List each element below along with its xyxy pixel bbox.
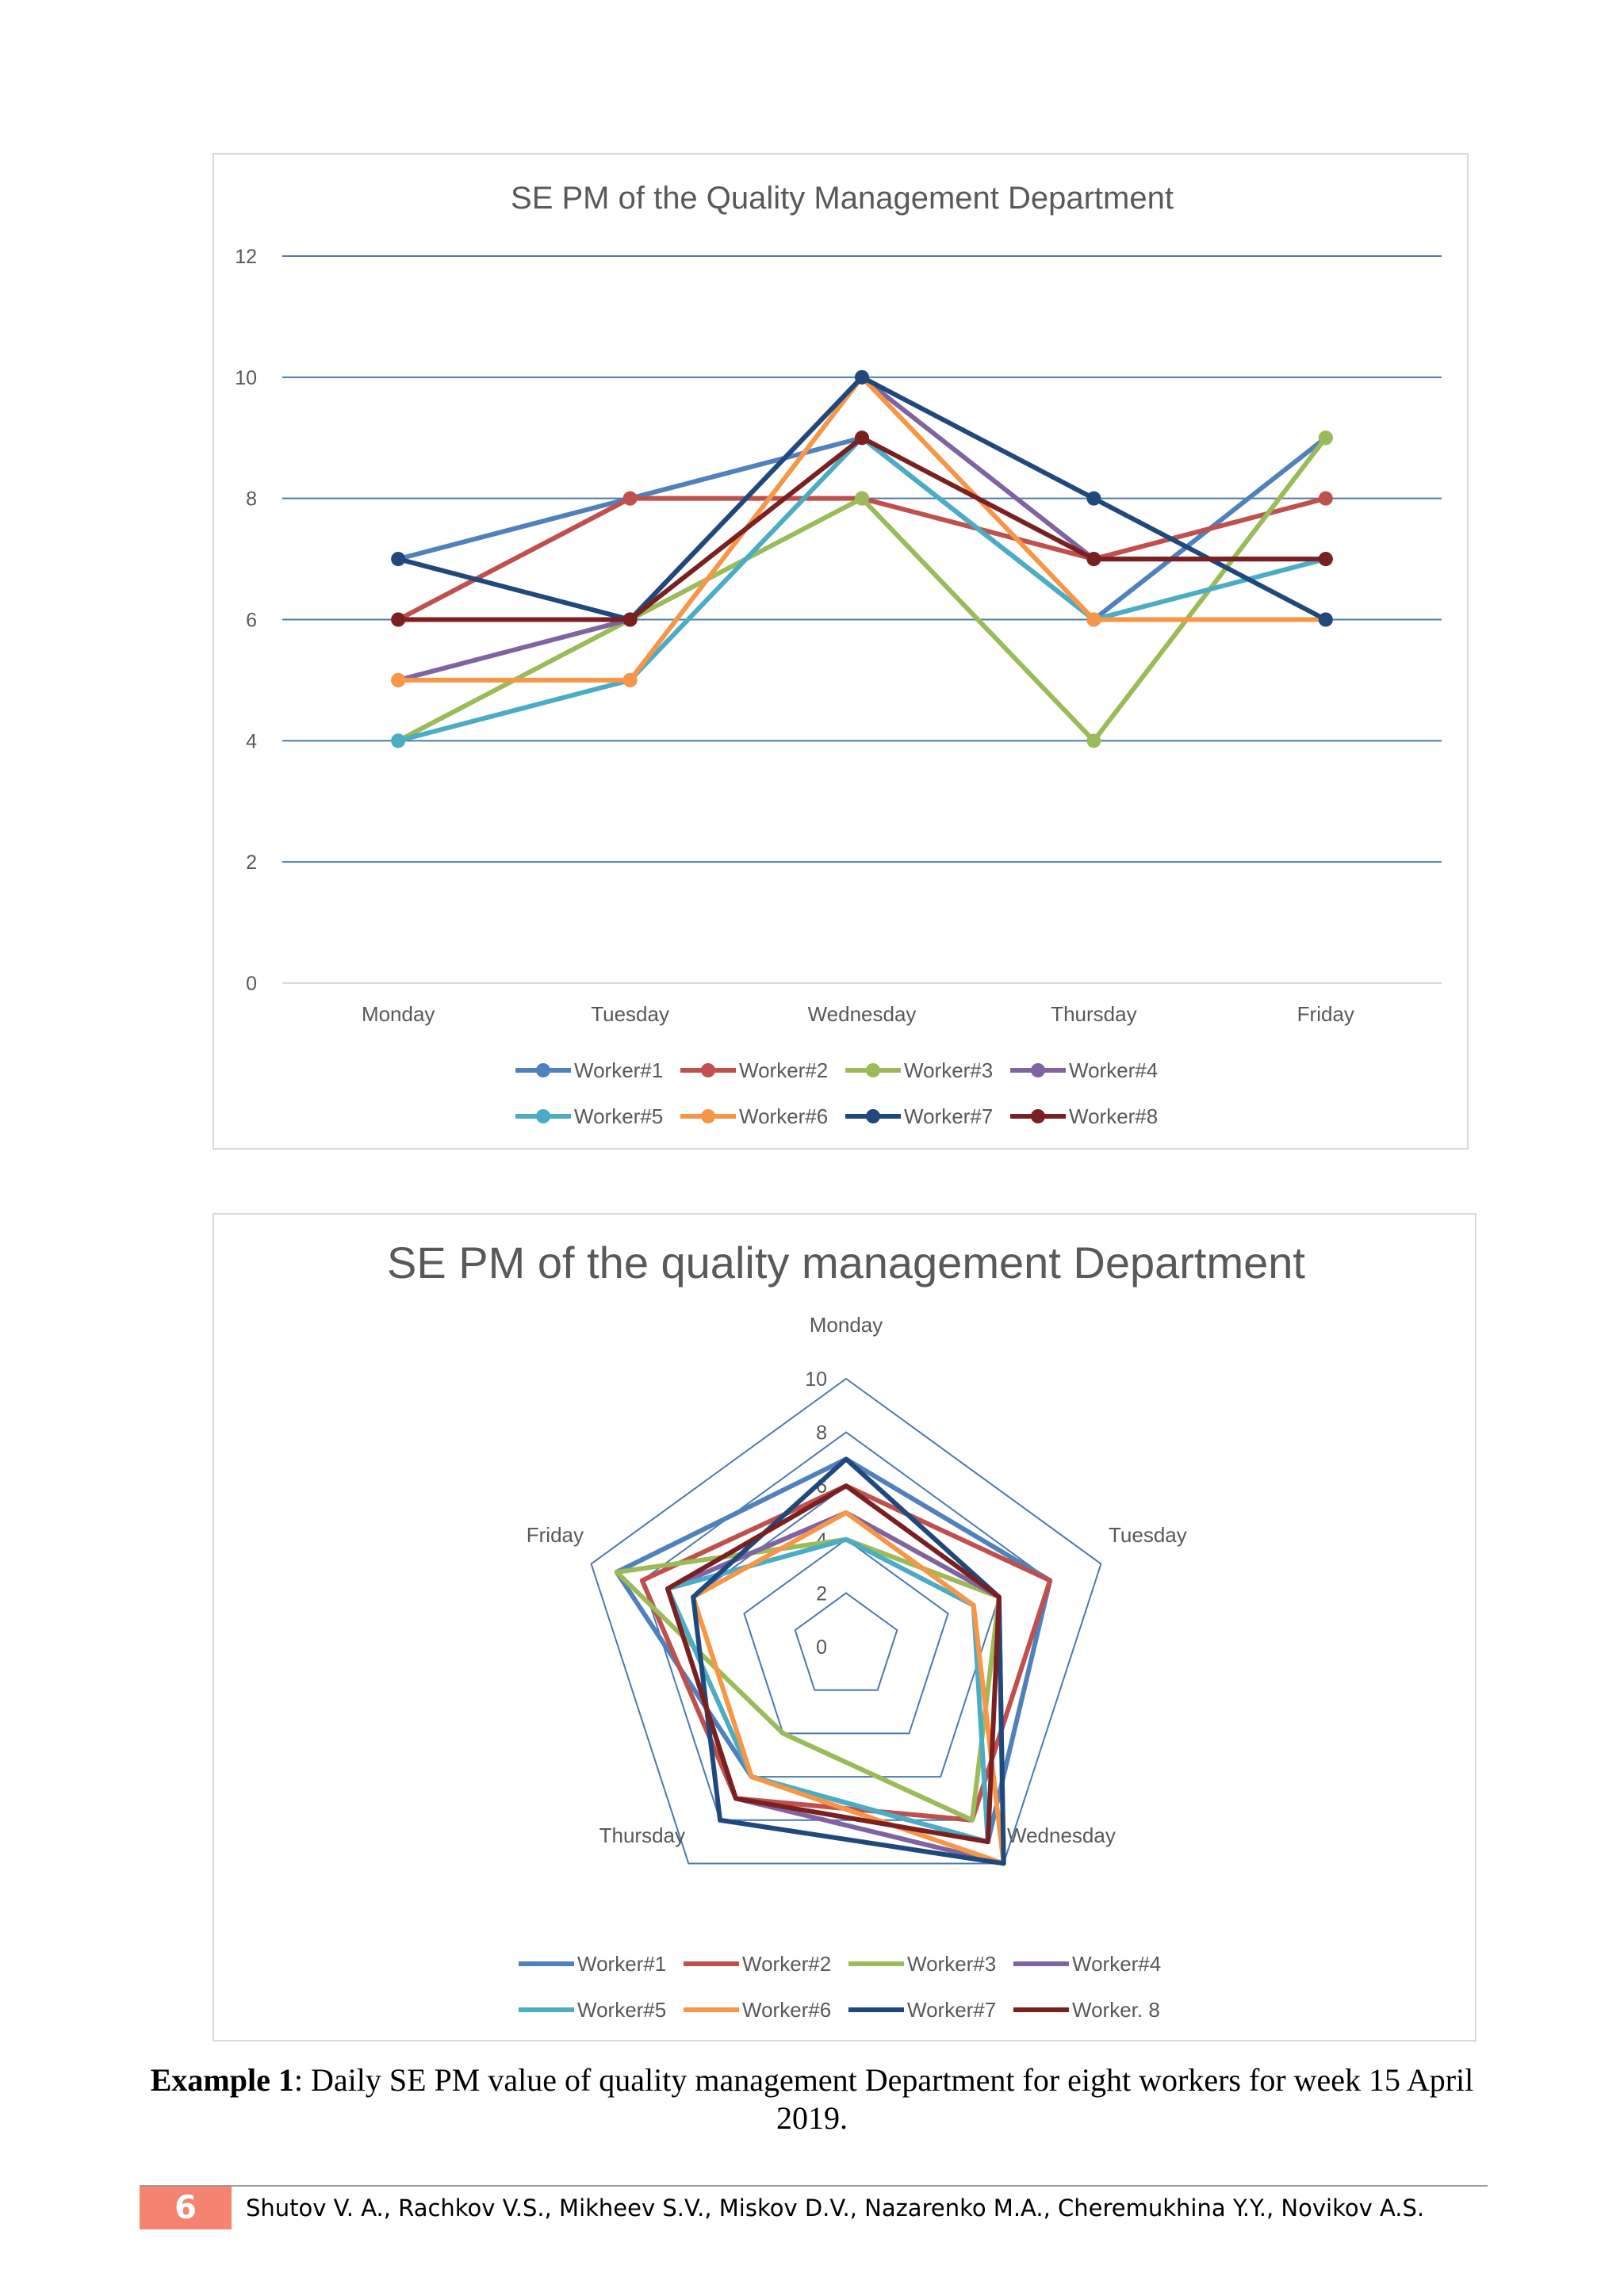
- chart2-series-worker-3: [614, 1536, 1002, 1823]
- footer-divider: [140, 2185, 1488, 2187]
- chart1-y-tick-label: 12: [235, 246, 257, 268]
- chart1-point-worker-8: [1086, 552, 1101, 567]
- caption-text: : Daily SE PM value of quality managemen…: [293, 2062, 1474, 2136]
- chart1-point-worker-8: [391, 612, 406, 627]
- chart2-grid-ring: [794, 1592, 898, 1691]
- caption-label: Example 1: [150, 2062, 294, 2098]
- chart1-point-worker-6: [1086, 612, 1101, 627]
- chart1-point-worker-8: [622, 612, 638, 627]
- chart1-legend-label: Worker#8: [1069, 1104, 1158, 1128]
- chart1-point-worker-2: [622, 491, 638, 506]
- chart2-grid-ring: [641, 1431, 1051, 1821]
- chart2-axis-label: Thursday: [599, 1823, 685, 1847]
- chart1-legend-marker: [866, 1063, 880, 1077]
- chart1-series-line-worker-8: [396, 435, 1328, 622]
- chart1-point-worker-7: [1318, 612, 1333, 627]
- chart1-legend-marker: [701, 1109, 715, 1123]
- chart1-point-worker-3: [1086, 733, 1101, 748]
- chart1-y-tick-label: 6: [246, 610, 257, 632]
- chart1-legend-label: Worker#3: [904, 1058, 993, 1082]
- chart2-grid-ring: [590, 1377, 1102, 1865]
- chart2-grid-ring: [743, 1538, 949, 1735]
- chart1-y-tick-label: 8: [246, 488, 257, 511]
- chart1-point-worker-7: [391, 552, 406, 567]
- chart2-r-tick-label: 8: [816, 1422, 827, 1445]
- line-chart: SE PM of the Quality Management Departme…: [213, 153, 1469, 1150]
- chart1-legend-label: Worker#1: [574, 1058, 663, 1082]
- chart1-legend-label: Worker#2: [739, 1058, 828, 1082]
- chart2-r-tick-label: 0: [816, 1636, 827, 1659]
- chart2-r-tick-label: 2: [816, 1582, 827, 1605]
- line-chart-svg: SE PM of the Quality Management Departme…: [235, 181, 1442, 1128]
- chart1-series-line-worker-6: [396, 374, 1328, 683]
- chart2-legend-label: Worker#1: [577, 1952, 666, 1976]
- chart1-x-tick-label: Tuesday: [591, 1002, 669, 1026]
- chart2-series-worker-7: [691, 1456, 1006, 1866]
- chart1-x-tick-label: Friday: [1297, 1002, 1354, 1026]
- chart1-legend-label: Worker#6: [739, 1104, 828, 1128]
- chart2-axis-label: Friday: [527, 1523, 584, 1547]
- figure-caption: Example 1: Daily SE PM value of quality …: [127, 2061, 1497, 2137]
- chart2-axis-label: Monday: [810, 1313, 883, 1337]
- chart1-legend-label: Worker#7: [904, 1104, 993, 1128]
- chart2-r-tick-label: 10: [805, 1368, 827, 1391]
- chart1-point-worker-6: [622, 672, 638, 687]
- chart2-series-worker-6: [691, 1510, 1006, 1866]
- chart2-axis-label: Wednesday: [1007, 1823, 1116, 1847]
- chart1-title: SE PM of the Quality Management Departme…: [511, 181, 1174, 216]
- chart1-point-worker-7: [855, 369, 869, 385]
- footer-authors: Shutov V. A., Rachkov V.S., Mikheev S.V.…: [246, 2195, 1425, 2221]
- chart2-legend-label: Worker#2: [742, 1952, 831, 1976]
- chart1-y-tick-label: 0: [246, 973, 257, 995]
- chart1-point-worker-2: [1318, 491, 1333, 506]
- chart1-point-worker-8: [1318, 552, 1333, 567]
- chart2-legend-label: Worker#5: [577, 1998, 666, 2022]
- chart2-series-worker-5: [665, 1536, 990, 1845]
- chart1-y-tick-label: 10: [235, 367, 257, 389]
- radar-chart-svg: SE PM of the quality management Departme…: [387, 1238, 1305, 2022]
- chart1-legend-marker: [1031, 1109, 1045, 1123]
- chart1-legend-marker: [701, 1063, 715, 1077]
- chart2-legend-label: Worker#6: [742, 1998, 831, 2022]
- chart1-point-worker-3: [855, 491, 869, 506]
- chart1-legend-marker: [536, 1063, 550, 1077]
- chart2-legend-label: Worker#7: [907, 1998, 996, 2022]
- chart2-title: SE PM of the quality management Departme…: [387, 1238, 1305, 1288]
- chart2-legend-label: Worker#3: [907, 1952, 996, 1976]
- chart1-series-line-worker-1: [396, 435, 1328, 622]
- chart1-legend-label: Worker#4: [1069, 1058, 1158, 1082]
- chart1-point-worker-6: [391, 672, 406, 687]
- radar-chart: SE PM of the quality management Departme…: [213, 1213, 1477, 2042]
- chart1-legend-label: Worker#5: [574, 1104, 663, 1128]
- chart1-series-line-worker-5: [396, 435, 1328, 744]
- chart2-axis-label: Tuesday: [1109, 1523, 1187, 1547]
- chart1-point-worker-3: [1318, 430, 1333, 446]
- chart1-y-tick-label: 2: [246, 851, 257, 874]
- chart1-legend-marker: [1031, 1063, 1045, 1077]
- chart1-point-worker-7: [1086, 491, 1101, 506]
- chart1-y-tick-label: 4: [246, 730, 257, 752]
- chart1-point-worker-5: [391, 733, 406, 748]
- chart1-legend-marker: [536, 1109, 550, 1123]
- chart1-point-worker-8: [855, 430, 869, 446]
- chart1-series-line-worker-4: [396, 374, 1328, 683]
- chart1-legend-marker: [866, 1109, 880, 1123]
- chart1-x-tick-label: Monday: [362, 1002, 435, 1026]
- chart2-legend-label: Worker#4: [1072, 1952, 1161, 1976]
- chart1-x-tick-label: Thursday: [1051, 1002, 1136, 1026]
- chart2-series-worker-8: [665, 1483, 1002, 1845]
- page-number: 6: [140, 2187, 232, 2229]
- chart2-series-worker-4: [665, 1510, 1006, 1866]
- chart1-x-tick-label: Wednesday: [808, 1002, 917, 1026]
- chart1-series-line-worker-3: [396, 435, 1328, 744]
- chart2-legend-label: Worker. 8: [1072, 1998, 1160, 2022]
